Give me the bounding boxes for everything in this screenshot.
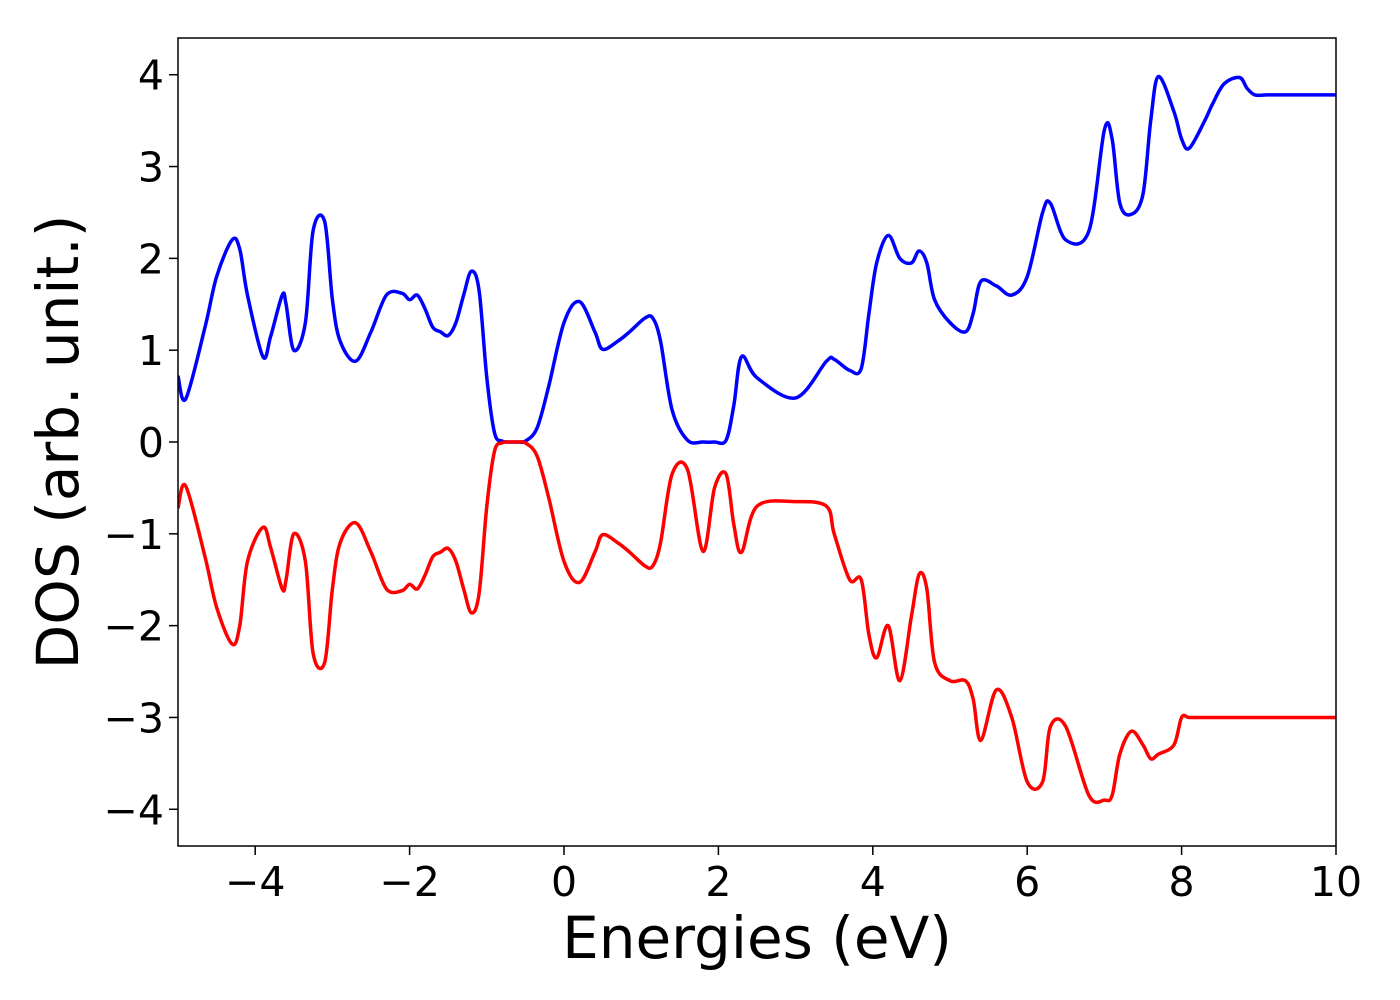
y-tick-label: −3 <box>104 694 164 742</box>
x-tick-label: −4 <box>225 858 285 906</box>
y-tick-label: −4 <box>104 786 164 834</box>
x-tick-label: 10 <box>1310 858 1362 906</box>
plot-frame <box>177 37 1337 847</box>
x-tick-label: 0 <box>551 858 577 906</box>
y-tick-label: 4 <box>138 52 164 100</box>
y-tick-label: 0 <box>138 419 164 467</box>
dos-series-line-positive <box>178 74 1336 446</box>
x-axis-label: Energies (eV) <box>562 904 952 972</box>
y-axis-ticks: −4 −3 −2 −1 0 1 2 3 4 <box>104 52 178 834</box>
y-tick-label: −1 <box>104 511 164 559</box>
y-tick-label: −2 <box>104 603 164 651</box>
y-tick-label: 2 <box>138 235 164 283</box>
y-tick-label: 3 <box>138 144 164 192</box>
x-axis-ticks: −4 −2 0 2 4 6 8 10 <box>225 846 1362 906</box>
y-tick-label: 1 <box>138 327 164 375</box>
x-tick-label: 8 <box>1169 858 1195 906</box>
y-axis-label: DOS (arb. unit.) <box>24 215 92 670</box>
x-tick-label: −2 <box>379 858 439 906</box>
x-tick-label: 6 <box>1014 858 1040 906</box>
x-tick-label: 4 <box>860 858 886 906</box>
series-layer <box>178 74 1336 805</box>
x-tick-label: 2 <box>705 858 731 906</box>
dos-series-line-negative <box>178 439 1336 805</box>
